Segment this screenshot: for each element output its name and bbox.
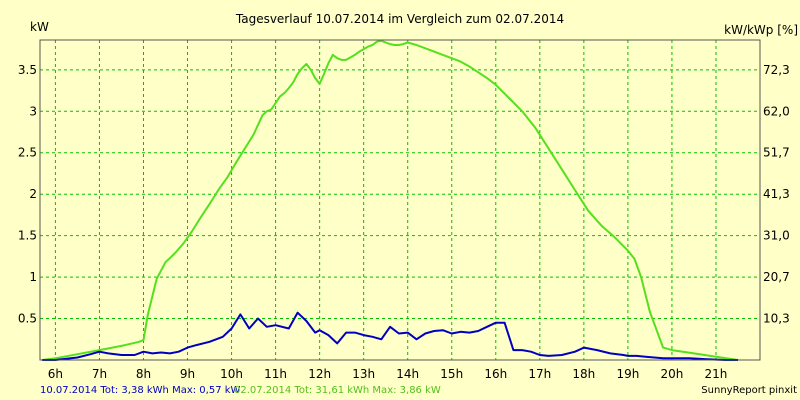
x-tick-label: 17h <box>528 367 551 381</box>
x-tick-label: 14h <box>396 367 419 381</box>
x-tick-label: 16h <box>484 367 507 381</box>
x-tick-label: 21h <box>705 367 728 381</box>
right-tick-labels: 10,3 20,7 31,0 41,3 51,7 62,0 72,3 <box>763 63 790 326</box>
left-tick-label: 3 <box>29 104 37 118</box>
footer-green-stats: 02.07.2014 Tot: 31,61 kWh Max: 3,86 kW <box>234 385 441 396</box>
x-tick-label: 9h <box>180 367 195 381</box>
left-tick-label: 1 <box>29 270 37 284</box>
x-tick-label: 12h <box>308 367 331 381</box>
right-tick-label: 62,0 <box>763 104 790 118</box>
left-tick-label: 1.5 <box>18 229 37 243</box>
x-tick-label: 19h <box>616 367 639 381</box>
x-tick-label: 11h <box>264 367 287 381</box>
right-tick-label: 41,3 <box>763 187 790 201</box>
x-tick-label: 10h <box>220 367 243 381</box>
x-tick-label: 8h <box>136 367 151 381</box>
right-tick-label: 20,7 <box>763 270 790 284</box>
right-tick-label: 72,3 <box>763 63 790 77</box>
left-tick-label: 3.5 <box>18 63 37 77</box>
x-tick-label: 20h <box>660 367 683 381</box>
left-tick-label: 2.5 <box>18 146 37 160</box>
left-tick-label: 0.5 <box>18 312 37 326</box>
left-axis-label: kW <box>30 20 49 34</box>
left-tick-labels: 0.5 1 1.5 2 2.5 3 3.5 <box>18 63 37 326</box>
x-tick-label: 13h <box>352 367 375 381</box>
series-line-02.07.2014 <box>42 39 739 361</box>
chart-title: Tagesverlauf 10.07.2014 im Vergleich zum… <box>235 12 564 26</box>
footer-credit: SunnyReport pinxit <box>701 385 797 396</box>
footer-blue-stats: 10.07.2014 Tot: 3,38 kWh Max: 0,57 kW <box>40 385 241 396</box>
right-tick-label: 31,0 <box>763 229 790 243</box>
x-tick-labels: 6h 7h 8h 9h 10h 11h 12h 13h 14h 15h 16h 17h 18h 19h 20… <box>48 367 728 381</box>
right-tick-label: 10,3 <box>763 312 790 326</box>
x-tick-label: 18h <box>572 367 595 381</box>
x-tick-label: 6h <box>48 367 63 381</box>
series-lines <box>42 39 739 361</box>
series-line-10.07.2014 <box>42 311 738 361</box>
x-tick-label: 15h <box>440 367 463 381</box>
left-tick-label: 2 <box>29 187 37 201</box>
grid-lines <box>40 40 760 360</box>
right-axis-label: kW/kWp [%] <box>724 23 798 37</box>
x-tick-label: 7h <box>92 367 107 381</box>
plot-frame <box>39 39 761 361</box>
right-tick-label: 51,7 <box>763 146 790 160</box>
